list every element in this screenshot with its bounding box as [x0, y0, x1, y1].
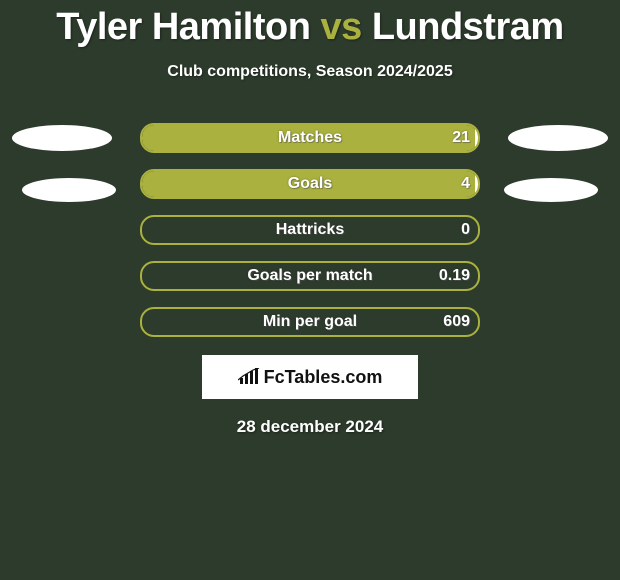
stat-rows: 21Matches 4Goals 0Hattricks 0.19Goals per m… — [0, 123, 620, 337]
stat-bar: 0.19Goals per match — [140, 261, 480, 291]
branding-text: FcTables.com — [264, 367, 383, 388]
snapshot-date: 28 december 2024 — [0, 417, 620, 437]
stat-row: 0Hattricks — [0, 215, 620, 245]
stat-row: 21Matches — [0, 123, 620, 153]
branding-box[interactable]: FcTables.com — [202, 355, 418, 399]
stat-label: Hattricks — [142, 217, 478, 243]
player1-name: Tyler Hamilton — [56, 6, 310, 48]
stat-row: 4Goals — [0, 169, 620, 199]
stat-label: Goals per match — [142, 263, 478, 289]
stat-label: Matches — [142, 125, 478, 151]
subtitle: Club competitions, Season 2024/2025 — [0, 63, 620, 81]
player2-name: Lundstram — [372, 6, 564, 48]
stat-row: 609Min per goal — [0, 307, 620, 337]
stat-label: Goals — [142, 171, 478, 197]
comparison-title: Tyler Hamilton vs Lundstram — [0, 0, 620, 49]
stat-row: 0.19Goals per match — [0, 261, 620, 291]
stat-bar: 21Matches — [140, 123, 480, 153]
stat-bar: 4Goals — [140, 169, 480, 199]
stat-label: Min per goal — [142, 309, 478, 335]
vs-separator: vs — [320, 6, 361, 48]
stat-bar: 609Min per goal — [140, 307, 480, 337]
stat-bar: 0Hattricks — [140, 215, 480, 245]
bar-chart-icon — [238, 368, 260, 386]
